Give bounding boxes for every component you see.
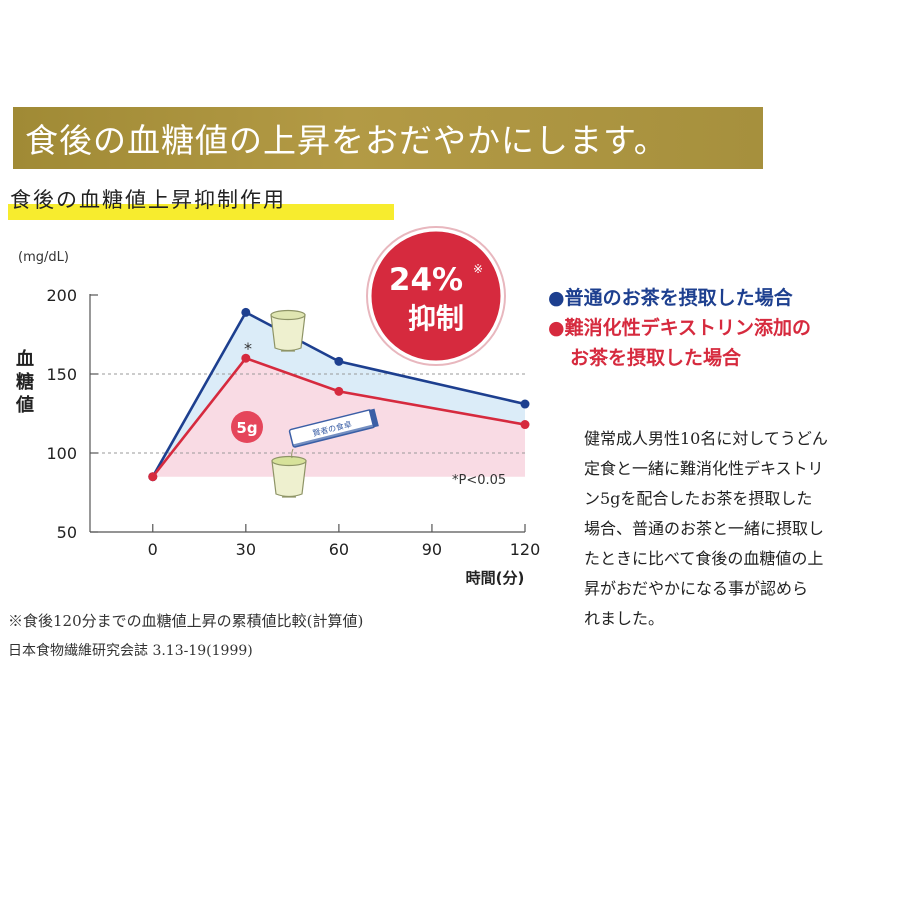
description-line: ン5gを配合したお茶を摂取した bbox=[584, 489, 813, 508]
significance-asterisk: * bbox=[244, 339, 252, 358]
legend-red-line2: お茶を摂取した場合 bbox=[570, 347, 742, 369]
y-axis-label: 血糖値 bbox=[14, 348, 36, 417]
description-line: 健常成人男性10名に対してうどん bbox=[584, 429, 828, 448]
data-point-normal-tea bbox=[241, 307, 251, 317]
x-tick-label: 60 bbox=[329, 540, 349, 559]
unit-label: (mg/dL) bbox=[18, 250, 69, 265]
legend: ●普通のお茶を摂取した場合 ●難消化性デキストリン添加の お茶を摂取した場合 bbox=[548, 283, 811, 373]
teacup-icon-top bbox=[270, 309, 306, 352]
data-point-dextrin-tea bbox=[148, 472, 158, 482]
data-point-dextrin-tea bbox=[520, 420, 530, 430]
chart-subtitle: 食後の血糖値上昇抑制作用 bbox=[10, 188, 286, 212]
data-point-dextrin-tea bbox=[334, 386, 344, 396]
x-tick-label: 120 bbox=[510, 540, 541, 559]
source-citation: 日本食物繊維研究会誌 3.13-19(1999) bbox=[8, 643, 253, 659]
y-axis-label-char: 糖 bbox=[16, 372, 34, 393]
banner-title: 食後の血糖値の上昇をおだやかにします。 bbox=[25, 121, 668, 160]
data-point-dextrin-tea bbox=[241, 353, 251, 363]
y-axis-label-char: 値 bbox=[16, 395, 34, 416]
x-tick-label: 90 bbox=[422, 540, 442, 559]
legend-item-red: ●難消化性デキストリン添加の お茶を摂取した場合 bbox=[548, 313, 811, 373]
description-line: 場合、普通のお茶と一緒に摂取し bbox=[584, 519, 825, 538]
study-description: 健常成人男性10名に対してうどん 定食と一緒に難消化性デキストリ ン5gを配合したお… bbox=[584, 424, 892, 634]
y-tick-label: 100 bbox=[46, 444, 77, 463]
description-line: 昇がおだやかになる事が認めら bbox=[584, 579, 809, 598]
y-tick-label: 50 bbox=[57, 523, 77, 542]
y-tick-label: 200 bbox=[46, 286, 77, 305]
difference-area-fill bbox=[152, 312, 526, 477]
dose-label: 5g bbox=[236, 419, 257, 437]
x-axis-label: 時間(分) bbox=[466, 569, 525, 587]
legend-red-line1: ●難消化性デキストリン添加の bbox=[548, 317, 812, 339]
description-line: 定食と一緒に難消化性デキストリ bbox=[584, 459, 824, 478]
reduction-mark: ※ bbox=[473, 262, 483, 276]
reduction-percent: 24% bbox=[389, 262, 463, 298]
y-tick-label: 150 bbox=[46, 365, 77, 384]
description-line: れました。 bbox=[584, 609, 665, 628]
header-banner: 食後の血糖値の上昇をおだやかにします。 bbox=[13, 107, 763, 169]
description-line: たときに比べて食後の血糖値の上 bbox=[584, 549, 824, 568]
legend-item-blue: ●普通のお茶を摂取した場合 bbox=[548, 287, 793, 309]
reduction-label: 抑制 bbox=[408, 302, 464, 335]
teacup-icon-bottom bbox=[271, 448, 307, 498]
data-point-normal-tea bbox=[520, 399, 530, 409]
reduction-badge: 24% ※ 抑制 bbox=[366, 226, 506, 366]
y-axis-label-char: 血 bbox=[16, 349, 34, 370]
subtitle-highlight bbox=[8, 204, 394, 220]
dose-badge: 5g bbox=[231, 411, 263, 443]
x-tick-label: 30 bbox=[236, 540, 256, 559]
stick-pack-icon: 賢者の食卓 bbox=[288, 408, 379, 448]
series-line-dextrin-tea bbox=[151, 356, 526, 478]
significance-note: *P<0.05 bbox=[452, 473, 506, 488]
x-tick-label: 0 bbox=[148, 540, 158, 559]
footnote: ※食後120分までの血糖値上昇の累積値比較(計算値) bbox=[8, 612, 364, 630]
data-point-normal-tea bbox=[334, 356, 344, 366]
